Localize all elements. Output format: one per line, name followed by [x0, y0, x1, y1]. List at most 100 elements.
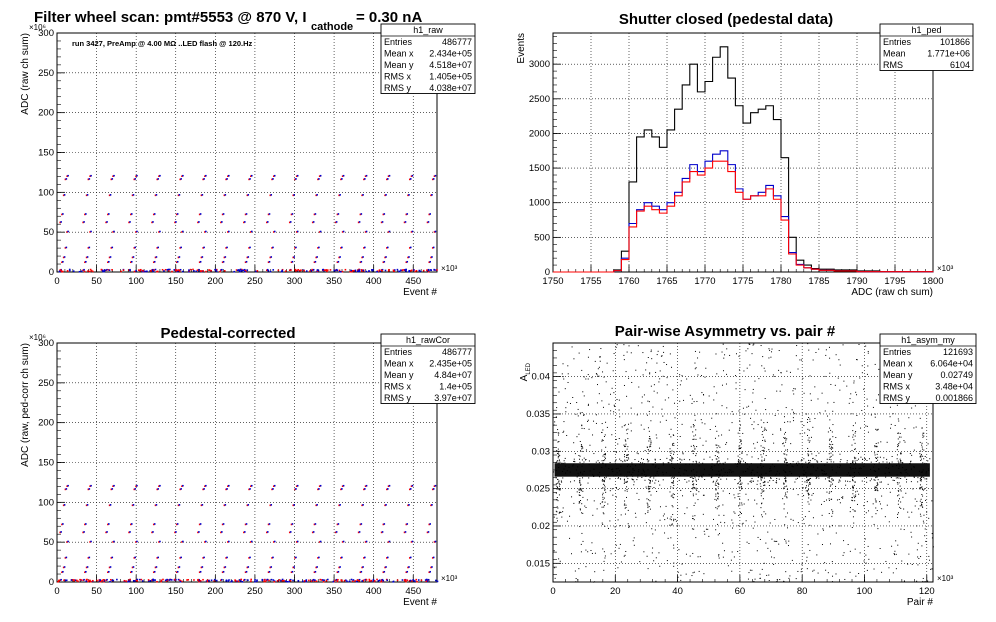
data-point — [102, 270, 104, 273]
data-point — [312, 268, 315, 271]
data-point — [180, 556, 182, 559]
data-point — [825, 473, 827, 475]
data-point — [59, 269, 62, 271]
data-point — [557, 457, 559, 459]
y-tick-label: 0 — [49, 267, 54, 278]
data-point — [761, 514, 763, 516]
data-point — [764, 458, 766, 460]
stats-label: RMS y — [384, 83, 412, 93]
data-point — [556, 520, 558, 522]
data-point — [922, 577, 924, 579]
data-point — [900, 452, 902, 454]
data-point — [223, 504, 226, 507]
data-point — [558, 489, 560, 491]
data-point — [604, 453, 606, 455]
data-point — [910, 468, 912, 470]
data-point — [898, 420, 900, 422]
data-point — [601, 522, 603, 524]
data-point — [719, 446, 721, 448]
data-point — [615, 346, 617, 348]
data-point — [408, 269, 411, 272]
data-point — [686, 481, 688, 483]
data-point — [116, 578, 118, 581]
data-point — [222, 570, 225, 573]
data-point — [784, 524, 786, 526]
data-point — [703, 573, 705, 575]
data-point — [873, 479, 875, 481]
data-point — [876, 510, 878, 512]
data-point — [564, 457, 566, 459]
data-point — [594, 360, 596, 362]
data-point — [388, 268, 390, 271]
data-point — [558, 459, 560, 461]
data-point — [558, 512, 560, 514]
data-point — [558, 462, 560, 464]
data-point — [785, 516, 787, 518]
data-point — [152, 270, 155, 273]
data-point — [564, 462, 566, 464]
data-point — [871, 516, 873, 518]
data-point — [825, 354, 827, 356]
data-point — [897, 418, 899, 420]
data-point — [113, 484, 115, 487]
data-point — [407, 504, 409, 507]
data-point — [602, 487, 604, 489]
data-point — [637, 471, 639, 473]
data-point — [851, 413, 853, 415]
data-point — [602, 523, 604, 525]
data-point — [881, 571, 883, 573]
data-point — [693, 528, 695, 530]
data-point — [830, 448, 832, 450]
data-point — [408, 256, 410, 258]
data-point — [294, 557, 296, 559]
data-point — [387, 175, 390, 177]
data-point — [411, 174, 414, 177]
data-point — [867, 350, 869, 352]
data-point — [843, 380, 845, 382]
data-point — [221, 531, 223, 533]
data-point — [432, 556, 435, 559]
data-point — [619, 458, 621, 460]
data-point — [415, 578, 418, 581]
data-point — [875, 486, 877, 488]
data-point — [830, 481, 832, 483]
data-point — [722, 490, 724, 492]
data-point — [562, 431, 564, 433]
data-point — [695, 484, 697, 486]
data-point — [861, 462, 863, 464]
data-point — [645, 522, 647, 524]
data-point — [662, 415, 664, 417]
data-point — [628, 377, 630, 379]
x-tick-label: 100 — [128, 276, 144, 287]
data-point — [613, 475, 615, 477]
data-point — [626, 481, 628, 483]
data-point — [618, 409, 620, 411]
data-point — [558, 453, 560, 455]
data-point — [583, 461, 585, 463]
data-point — [576, 402, 578, 404]
data-point — [597, 460, 599, 462]
data-point — [753, 428, 755, 430]
data-point — [351, 270, 353, 273]
data-point — [637, 453, 639, 455]
data-point — [603, 560, 605, 562]
data-point — [599, 472, 601, 474]
data-point — [245, 260, 248, 263]
data-point — [296, 269, 298, 272]
data-point — [570, 481, 572, 483]
data-point — [704, 533, 706, 535]
data-point — [213, 578, 216, 581]
data-point — [332, 580, 335, 583]
data-point — [158, 231, 160, 233]
x-tick-label: 100 — [128, 586, 144, 597]
data-point — [607, 475, 609, 477]
data-point — [294, 178, 296, 181]
data-point — [831, 491, 833, 493]
data-point — [316, 269, 319, 271]
data-point — [351, 580, 354, 582]
data-point — [691, 476, 693, 478]
data-point — [112, 175, 114, 177]
data-point — [696, 471, 698, 473]
data-point — [769, 470, 771, 472]
data-point — [852, 509, 854, 511]
